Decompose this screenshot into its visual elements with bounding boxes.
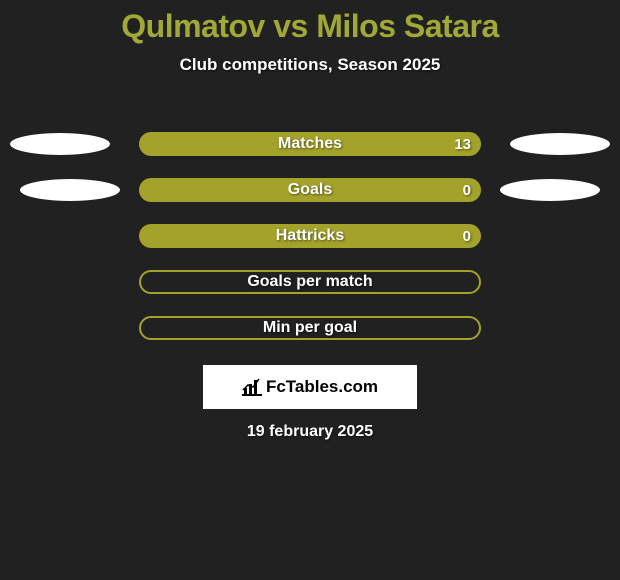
stat-label: Matches: [278, 135, 342, 153]
stat-row: Matches 13: [0, 121, 620, 167]
stat-label: Min per goal: [263, 319, 357, 337]
left-ellipse: [20, 179, 120, 201]
left-ellipse: [10, 133, 110, 155]
stat-row: Goals 0: [0, 167, 620, 213]
stat-bar: Goals 0: [139, 178, 481, 202]
stat-bar: Matches 13: [139, 132, 481, 156]
date-text: 19 february 2025: [0, 423, 620, 441]
stat-label: Goals per match: [247, 273, 372, 291]
stat-label: Hattricks: [276, 227, 344, 245]
stat-row: Min per goal: [0, 305, 620, 351]
stats-rows: Matches 13 Goals 0 Hattricks 0 Goals per match…: [0, 121, 620, 351]
right-ellipse: [500, 179, 600, 201]
stat-value: 0: [463, 228, 471, 245]
stat-value: 13: [454, 136, 471, 153]
chart-icon: [242, 378, 262, 396]
right-ellipse: [510, 133, 610, 155]
stat-label: Goals: [288, 181, 332, 199]
logo-box: FcTables.com: [203, 365, 417, 409]
stat-value: 0: [463, 182, 471, 199]
stat-bar: Goals per match: [139, 270, 481, 294]
comparison-title: Qulmatov vs Milos Satara: [0, 0, 620, 45]
comparison-subtitle: Club competitions, Season 2025: [0, 55, 620, 75]
stat-bar: Min per goal: [139, 316, 481, 340]
stat-bar: Hattricks 0: [139, 224, 481, 248]
logo-text: FcTables.com: [266, 377, 378, 397]
stat-row: Hattricks 0: [0, 213, 620, 259]
stat-row: Goals per match: [0, 259, 620, 305]
